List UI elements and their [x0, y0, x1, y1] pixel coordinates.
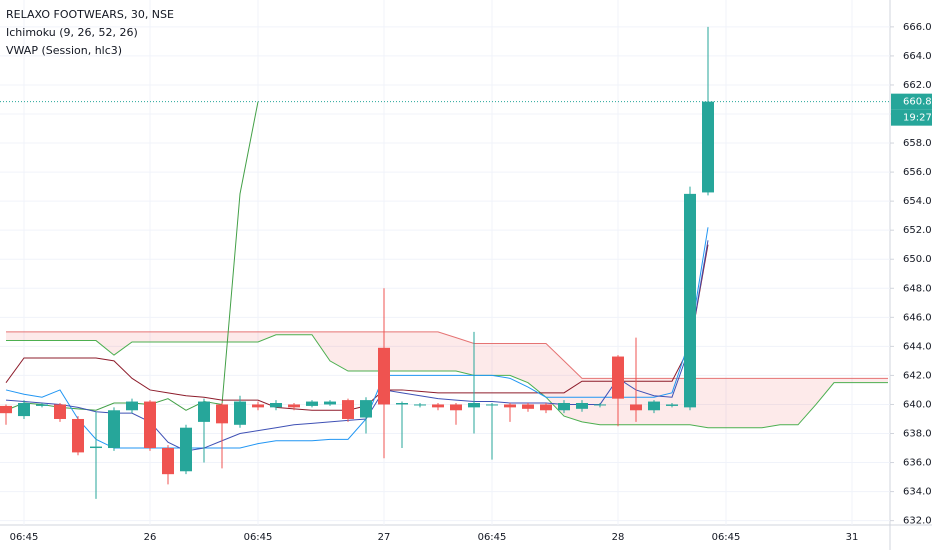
candle-body	[198, 401, 210, 422]
candle-body	[36, 404, 48, 406]
candle-body	[324, 401, 336, 405]
candle-body	[252, 404, 264, 408]
indicator-line	[6, 331, 888, 379]
candle-body	[450, 404, 462, 411]
candle-body	[126, 401, 138, 411]
y-tick-label: 652.00	[903, 225, 932, 236]
x-tick-label: 28	[612, 532, 625, 543]
y-tick-label: 638.00	[903, 429, 932, 440]
candle-body	[612, 356, 624, 399]
candle-body	[378, 347, 390, 405]
candle-body	[684, 193, 696, 408]
candle-body	[594, 404, 606, 406]
y-tick-label: 656.00	[903, 167, 932, 178]
y-tick-label: 640.00	[903, 399, 932, 410]
candle-body	[576, 403, 588, 409]
candle-body	[54, 404, 66, 419]
x-tick-label: 06:45	[10, 532, 39, 543]
x-tick-label: 27	[378, 532, 391, 543]
y-tick-label: 636.00	[903, 458, 932, 469]
candle-body	[702, 101, 714, 193]
candle-body	[180, 427, 192, 472]
x-tick-label: 06:45	[244, 532, 273, 543]
y-tick-label: 664.00	[903, 51, 932, 62]
countdown-label: 19:27	[903, 113, 932, 124]
candle-body	[72, 418, 84, 453]
candle-body	[558, 403, 570, 411]
y-tick-label: 632.00	[903, 516, 932, 527]
indicator-line	[5, 240, 709, 452]
candle-body	[540, 404, 552, 411]
y-tick-label: 644.00	[903, 341, 932, 352]
x-tick-label: 06:45	[712, 532, 741, 543]
indicator-line	[5, 244, 709, 411]
indicator-label: Ichimoku (9, 26, 52, 26)	[6, 26, 138, 39]
candle-body	[288, 404, 300, 408]
y-tick-label: 654.00	[903, 196, 932, 207]
candle-body	[234, 401, 246, 425]
last-price-label: 660.85	[903, 97, 932, 108]
candle-body	[216, 404, 228, 424]
y-tick-label: 634.00	[903, 487, 932, 498]
candle-body	[0, 405, 12, 414]
candle-body	[486, 404, 498, 406]
candle-body	[522, 404, 534, 409]
candle-body	[144, 401, 156, 449]
candle-body	[630, 404, 642, 411]
candle-body	[414, 404, 426, 406]
candle-body	[342, 400, 354, 419]
indicator-line	[5, 101, 259, 411]
candle-body	[396, 403, 408, 405]
x-tick-label: 31	[846, 532, 859, 543]
x-tick-label: 06:45	[478, 532, 507, 543]
candle-body	[432, 404, 444, 408]
x-tick-label: 26	[144, 532, 157, 543]
candle-body	[306, 401, 318, 406]
chart-title: RELAXO FOOTWEARS, 30, NSE	[6, 8, 174, 21]
candle-body	[504, 404, 516, 408]
y-tick-label: 646.00	[903, 312, 932, 323]
indicator-line	[6, 334, 888, 429]
y-tick-label: 666.00	[903, 22, 932, 33]
cloud	[6, 331, 888, 428]
candle-body	[270, 403, 282, 408]
candle-body	[648, 401, 660, 411]
indicator-line	[5, 227, 709, 449]
candle-body	[162, 448, 174, 475]
candle-body	[666, 404, 678, 406]
candle-body	[468, 403, 480, 408]
indicator-label: VWAP (Session, hlc3)	[6, 44, 122, 57]
countdown-box	[891, 109, 932, 126]
y-tick-label: 642.00	[903, 370, 932, 381]
y-tick-label: 658.00	[903, 138, 932, 149]
y-tick-label: 662.00	[903, 80, 932, 91]
candle-body	[90, 446, 102, 449]
y-tick-label: 648.00	[903, 283, 932, 294]
y-tick-label: 650.00	[903, 254, 932, 265]
candle-body	[18, 403, 30, 417]
candle-body	[360, 400, 372, 418]
candle-body	[108, 410, 120, 449]
last-price-box	[891, 93, 932, 110]
